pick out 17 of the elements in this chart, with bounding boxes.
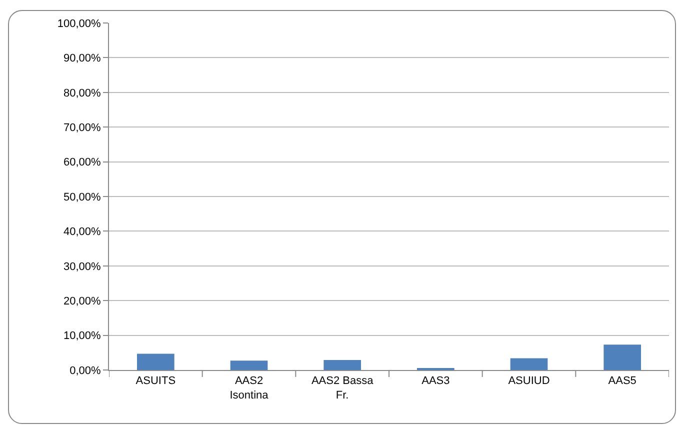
y-tick-label: 90,00% [63,52,102,65]
y-tick-label: 60,00% [63,156,102,169]
x-tick-label: AAS5 [608,375,636,388]
x-tick-label: AAS2 Isontina [230,375,270,402]
y-tick-label: 0,00% [70,364,102,377]
x-tick-label: AAS3 [422,375,450,388]
x-tick-label: AAS2 Bassa Fr. [311,375,374,402]
x-tick-label: ASUITS [136,375,176,388]
y-tick-label: 30,00% [63,260,102,273]
x-tick-label: ASUIUD [508,375,550,388]
y-tick-label: 50,00% [63,191,102,204]
y-tick-label: 10,00% [63,330,102,342]
y-tick-label: 20,00% [63,295,102,308]
y-tick-label: 100,00% [57,18,102,30]
y-tick-label: 70,00% [63,122,102,134]
y-tick-label: 40,00% [63,226,102,238]
y-tick-label: 80,00% [63,87,102,100]
